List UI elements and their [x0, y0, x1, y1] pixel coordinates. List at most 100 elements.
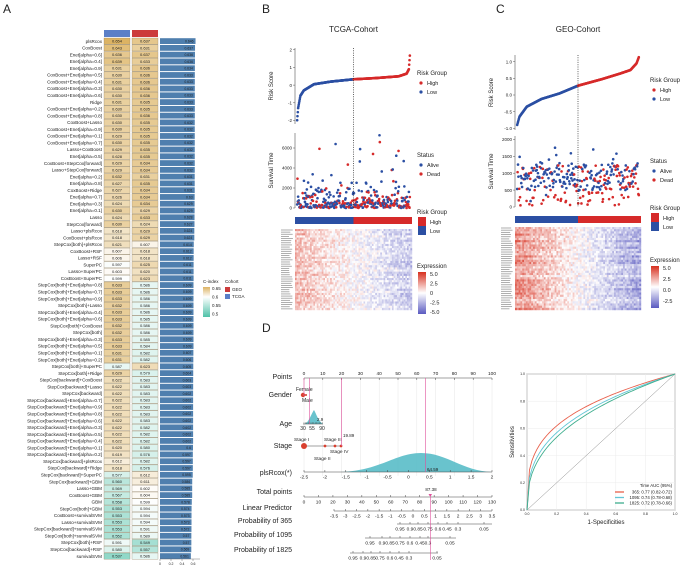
heatmap-cell: [350, 231, 353, 234]
heatmap-cell: [343, 284, 346, 287]
cindex-value-geo: 0.594: [140, 520, 151, 525]
heatmap-cell: [348, 278, 351, 281]
heatmap-cell: [376, 229, 379, 232]
heatmap-cell: [375, 290, 378, 294]
heatmap-cell: [597, 229, 600, 232]
heatmap-cell: [390, 265, 393, 268]
heatmap-cell: [333, 246, 336, 249]
cindex-value-tcga: 0.633: [112, 289, 123, 294]
heatmap-cell: [353, 258, 356, 262]
heatmap-cell: [390, 233, 393, 236]
mean-cindex-label: 0.585: [182, 487, 191, 491]
heatmap-cell: [323, 233, 326, 236]
mean-cindex-bar: [160, 471, 193, 478]
heatmap-cell: [346, 299, 349, 302]
heatmap-cell: [348, 297, 351, 300]
heatmap-cell: [366, 233, 369, 236]
heatmap-cell: [383, 278, 386, 281]
heatmap-cell: [340, 265, 342, 268]
heatmap-cell: [306, 305, 309, 309]
heatmap-cell: [380, 267, 383, 270]
heatmap-cell: [313, 282, 316, 285]
heatmap-cell: [351, 295, 354, 298]
mean-cindex-label: 0.602: [183, 405, 192, 409]
heatmap-cell: [406, 250, 409, 253]
cindex-cell-tcga: [103, 478, 131, 485]
heatmap-cell: [350, 299, 353, 302]
heatmap-cell: [381, 278, 384, 281]
survival-point-alive: [635, 164, 639, 168]
heatmap-cell: [301, 267, 304, 270]
heatmap-cell: [335, 265, 337, 268]
survival-tick-label: 6000: [282, 146, 293, 151]
heatmap-cell: [296, 260, 299, 264]
mean-cindex-bar: [160, 194, 195, 200]
heatmap-cell: [398, 303, 401, 306]
heatmap-cell: [391, 260, 394, 264]
heatmap-cell: [375, 263, 378, 266]
heatmap-cell: [350, 307, 353, 311]
mean-cindex-label: 0.633: [184, 94, 193, 98]
survival-point-dead: [313, 193, 317, 197]
heatmap-cell: [318, 303, 321, 306]
survival-point-alive: [394, 186, 397, 190]
heatmap-cell: [315, 256, 317, 260]
heatmap-cell: [308, 288, 311, 292]
mean-cindex-bar: [160, 51, 195, 58]
heatmap-cell: [561, 233, 564, 236]
heatmap-cell: [305, 271, 307, 274]
heatmap-cell: [408, 290, 411, 294]
heatmap-cell: [370, 280, 373, 283]
survival-point-dead: [528, 177, 532, 181]
heatmap-cell: [592, 233, 595, 236]
heatmap-cell: [398, 284, 401, 287]
heatmap-cell: [340, 288, 342, 292]
heatmap-cell: [368, 273, 371, 277]
heatmap-cell: [330, 265, 332, 268]
heatmap-cell: [373, 280, 376, 283]
survival-point-alive: [603, 181, 607, 185]
cindex-value-geo: 0.629: [140, 228, 151, 233]
heatmap-cell: [353, 248, 356, 251]
heatmap-cell: [587, 229, 589, 232]
heatmap-cell: [358, 286, 361, 289]
table-row: Enet[alpha=0.7] 0.626 0.634 0.63: [70, 193, 195, 201]
cindex-value-tcga: 0.636: [112, 52, 123, 57]
survival-point-alive: [557, 173, 560, 176]
table-row: plsRcox 0.654 0.637 0.646: [86, 37, 196, 45]
heatmap-cell: [529, 229, 532, 232]
heatmap-cell: [601, 231, 604, 234]
cindex-cell-geo: [131, 58, 159, 65]
heatmap-cell: [331, 246, 334, 249]
heatmap-cell: [398, 252, 401, 255]
heatmap-cell: [315, 286, 317, 289]
heatmap-cell: [358, 307, 361, 311]
heatmap-cell: [321, 295, 324, 298]
heatmap-cell: [524, 233, 526, 236]
heatmap-cell: [326, 282, 329, 285]
heatmap-cell: [345, 286, 348, 289]
heatmap-cell: [300, 284, 302, 287]
heatmap-cell: [323, 273, 326, 277]
heatmap-cell: [321, 297, 324, 300]
heatmap-cell: [325, 305, 327, 309]
heatmap-cell: [315, 263, 317, 266]
heatmap-cell: [311, 307, 314, 311]
heatmap-cell: [380, 231, 383, 234]
heatmap-cell: [371, 297, 374, 300]
heatmap-cell: [315, 299, 317, 302]
cindex-cell-geo: [131, 471, 159, 479]
heatmap-cell: [393, 237, 396, 240]
heatmap-cell: [375, 231, 378, 234]
mean-cindex-bar: [160, 492, 193, 499]
model-name: CoxBoost+Enet[alpha=0.7]: [47, 140, 102, 145]
heatmap-cell: [353, 252, 356, 255]
heatmap-cell: [338, 301, 341, 304]
heatmap-cell: [360, 286, 363, 289]
heatmap-cell: [406, 269, 409, 272]
heatmap-cell: [355, 307, 358, 311]
cindex-cell-geo: [131, 98, 159, 106]
heatmap-cell: [587, 231, 589, 234]
heatmap-cell: [303, 265, 306, 268]
heatmap-cell: [376, 295, 379, 298]
